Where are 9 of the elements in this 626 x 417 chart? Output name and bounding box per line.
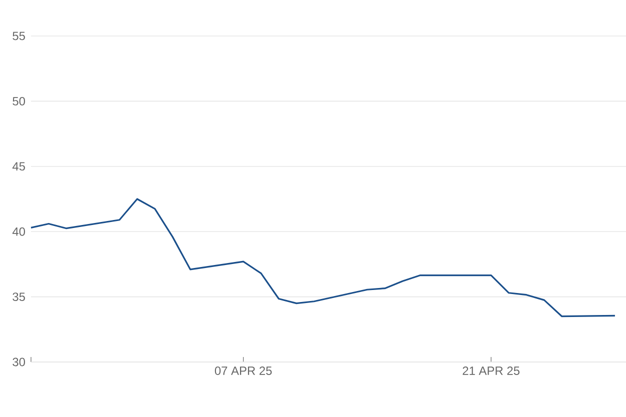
y-tick-label: 40 — [12, 227, 26, 236]
x-tick-label: 21 APR 25 — [462, 366, 520, 375]
y-tick-label: 45 — [12, 162, 25, 171]
y-tick-label: 35 — [12, 292, 25, 302]
x-tick-label: 07 APR 25 — [214, 366, 272, 375]
y-tick-label: 55 — [12, 32, 25, 40]
y-tick-label: 30 — [12, 358, 26, 366]
line-series — [30, 198, 616, 318]
y-tick-label: 50 — [12, 96, 26, 106]
